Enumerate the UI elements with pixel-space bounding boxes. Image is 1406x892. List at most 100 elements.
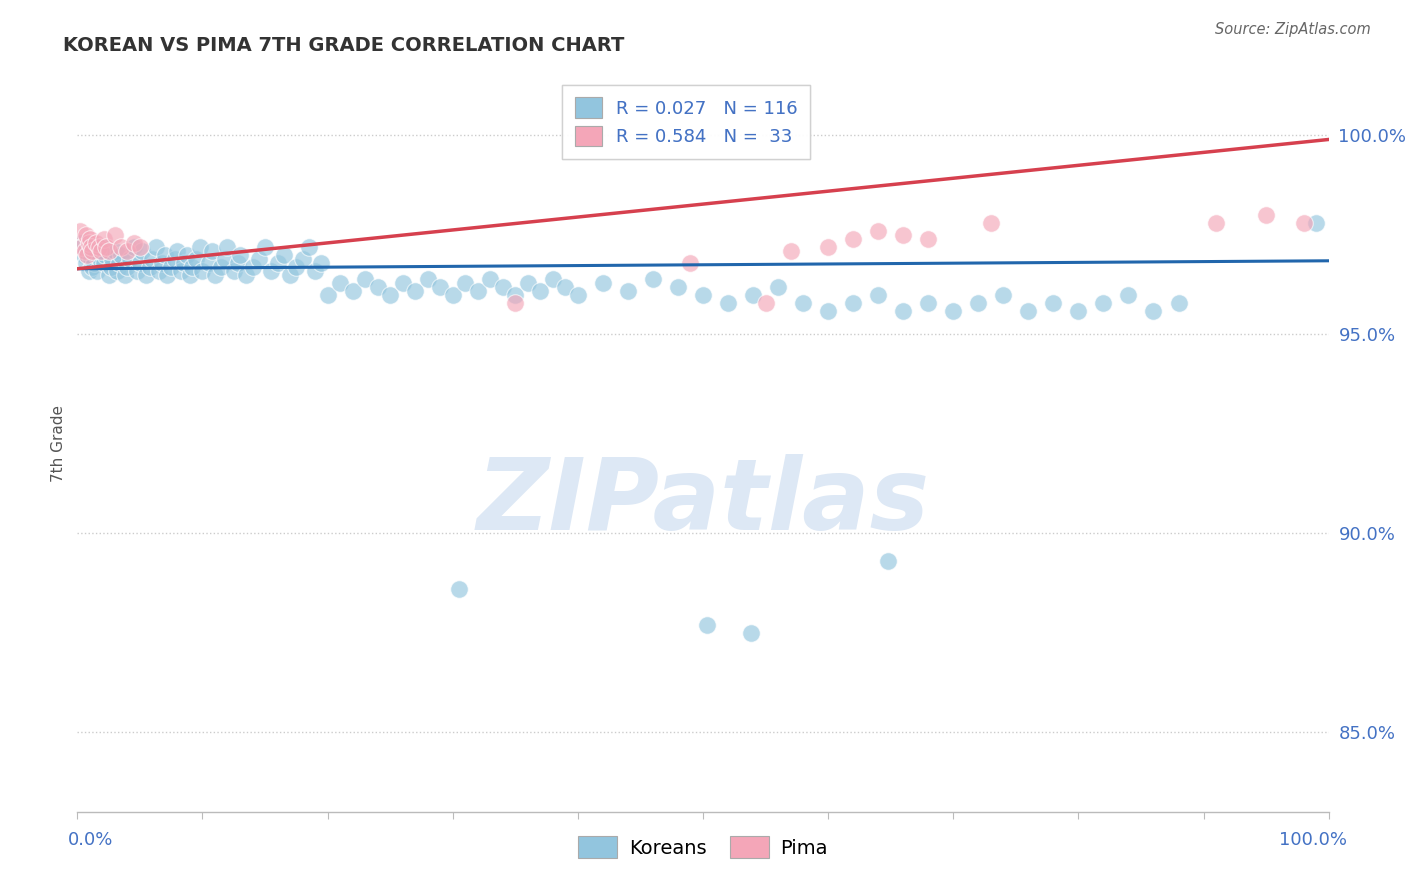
Point [817, 303, 839, 318]
Point [110, 240, 132, 254]
Point [153, 248, 176, 262]
Point [1142, 303, 1164, 318]
Point [84, 235, 107, 250]
Point [592, 276, 614, 290]
Point [127, 264, 149, 278]
Point [247, 252, 270, 266]
Point [617, 284, 640, 298]
Point [554, 279, 576, 293]
Point [454, 276, 477, 290]
Point [779, 244, 801, 258]
Point [186, 252, 208, 266]
Legend: R = 0.027   N = 116, R = 0.584   N =  33: R = 0.027 N = 116, R = 0.584 N = 33 [562, 85, 810, 159]
Point [1118, 287, 1140, 301]
Text: 100.0%: 100.0% [1279, 831, 1347, 849]
Point [868, 224, 890, 238]
Point [503, 287, 526, 301]
Point [160, 260, 183, 274]
Point [229, 248, 252, 262]
Point [792, 295, 814, 310]
Point [179, 268, 201, 282]
Point [80, 240, 103, 254]
Point [82, 244, 104, 258]
Point [93, 232, 115, 246]
Point [93, 256, 115, 270]
Point [91, 240, 114, 254]
Point [967, 295, 990, 310]
Point [1205, 216, 1227, 230]
Point [235, 268, 257, 282]
Point [1167, 295, 1189, 310]
Point [148, 264, 170, 278]
Point [742, 287, 765, 301]
Point [145, 240, 167, 254]
Point [266, 256, 288, 270]
Point [817, 240, 839, 254]
Point [278, 268, 301, 282]
Point [917, 295, 939, 310]
Point [492, 279, 515, 293]
Point [329, 276, 352, 290]
Point [1092, 295, 1115, 310]
Point [107, 256, 129, 270]
Point [163, 252, 186, 266]
Point [94, 248, 117, 262]
Point [217, 240, 239, 254]
Point [842, 295, 865, 310]
Point [176, 248, 198, 262]
Point [404, 284, 426, 298]
Point [173, 256, 195, 270]
Point [467, 284, 489, 298]
Point [917, 232, 939, 246]
Point [226, 256, 249, 270]
Point [73, 244, 96, 258]
Point [105, 264, 128, 278]
Point [104, 244, 127, 258]
Point [291, 252, 314, 266]
Point [516, 276, 538, 290]
Point [1017, 303, 1039, 318]
Point [188, 240, 211, 254]
Point [367, 279, 389, 293]
Point [679, 256, 702, 270]
Point [131, 244, 153, 258]
Point [260, 264, 283, 278]
Point [692, 287, 714, 301]
Point [891, 227, 914, 242]
Point [416, 271, 439, 285]
Point [740, 625, 762, 640]
Point [69, 224, 91, 238]
Point [152, 256, 174, 270]
Point [214, 252, 236, 266]
Point [117, 260, 139, 274]
Point [993, 287, 1015, 301]
Point [135, 268, 157, 282]
Point [447, 582, 470, 596]
Point [201, 244, 224, 258]
Point [316, 287, 339, 301]
Point [79, 232, 101, 246]
Point [170, 264, 193, 278]
Text: ZIPatlas: ZIPatlas [477, 454, 929, 551]
Point [1292, 216, 1315, 230]
Point [253, 240, 276, 254]
Point [1042, 295, 1064, 310]
Point [122, 240, 145, 254]
Point [641, 271, 664, 285]
Point [441, 287, 464, 301]
Point [311, 256, 333, 270]
Point [868, 287, 890, 301]
Point [83, 256, 105, 270]
Point [273, 248, 295, 262]
Point [191, 264, 214, 278]
Point [77, 264, 100, 278]
Point [79, 244, 101, 258]
Point [86, 264, 108, 278]
Point [842, 232, 865, 246]
Point [503, 295, 526, 310]
Point [117, 244, 139, 258]
Point [118, 252, 141, 266]
Point [222, 264, 245, 278]
Point [122, 235, 145, 250]
Point [1254, 208, 1277, 222]
